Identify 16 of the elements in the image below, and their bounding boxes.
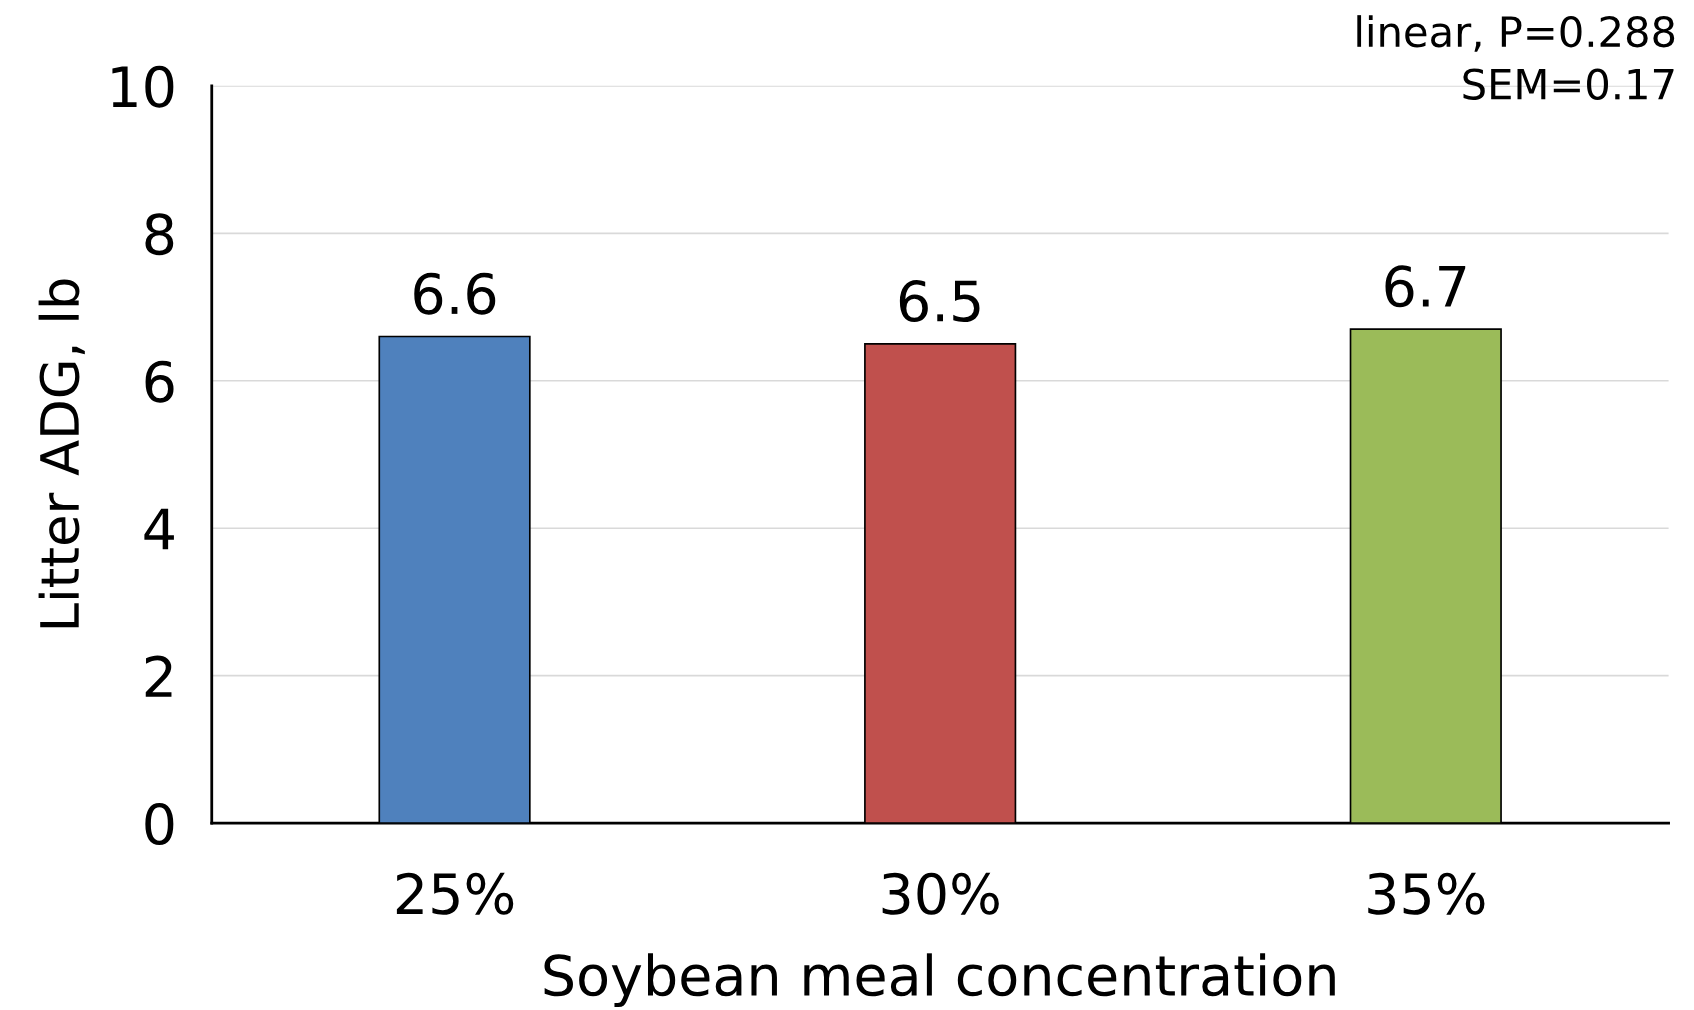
text: linear, P=0.288 [1357, 15, 1675, 52]
x-axis-title: Soybean meal concentration [544, 953, 1335, 1008]
y-tick-label: 2 [145, 655, 172, 697]
data-label: 6.5 [899, 280, 980, 323]
data-label: 6.7 [1385, 265, 1466, 308]
annotation: SEM=0.17 [1463, 68, 1674, 100]
x-tick-label: 30% [882, 872, 999, 915]
y-tick-label: 0 [145, 803, 174, 846]
x-tick-label: 35% [1368, 872, 1485, 915]
y-tick-label: 4 [144, 508, 174, 550]
y-tick-label: 6 [145, 360, 174, 403]
y-tick-label: 8 [145, 213, 174, 256]
y-axis-title: Litter ADG, lb [38, 279, 85, 628]
x-tick-label: 25% [396, 872, 514, 915]
y-tick-label: 10 [112, 65, 174, 108]
data-label: 6.6 [414, 272, 496, 315]
